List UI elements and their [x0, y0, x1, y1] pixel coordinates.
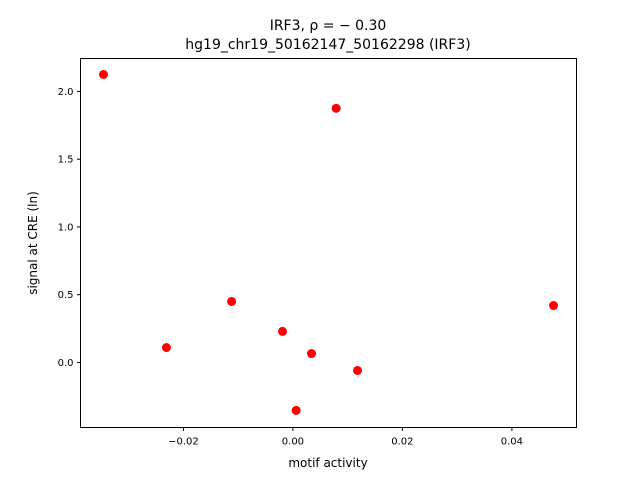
y-tick-label: 0.0	[58, 358, 74, 369]
scatter-point	[98, 69, 108, 79]
x-tick-label: 0.04	[501, 437, 523, 448]
y-axis-label: signal at CRE (ln)	[26, 191, 40, 295]
x-tick-label: 0.00	[282, 437, 304, 448]
scatter-point	[227, 296, 237, 306]
chart-title-line1: IRF3, ρ = − 0.30	[270, 18, 387, 34]
x-tick-label: −0.02	[168, 437, 199, 448]
chart-title-line2: hg19_chr19_50162147_50162298 (IRF3)	[185, 37, 470, 53]
scatter-point	[161, 343, 171, 353]
scatter-point	[278, 326, 288, 336]
y-tick-label: 1.0	[58, 222, 74, 233]
scatter-point	[307, 349, 317, 359]
scatter-point	[291, 405, 301, 415]
y-tick-label: 0.5	[58, 290, 74, 301]
x-tick-label: 0.02	[391, 437, 413, 448]
x-axis-label: motif activity	[288, 456, 367, 470]
scatter-point	[331, 103, 341, 113]
y-tick-label: 2.0	[58, 87, 74, 98]
y-tick-label: 1.5	[58, 155, 74, 166]
plot-area-frame	[80, 58, 577, 428]
scatter-point	[353, 365, 363, 375]
scatter-point	[549, 301, 559, 311]
